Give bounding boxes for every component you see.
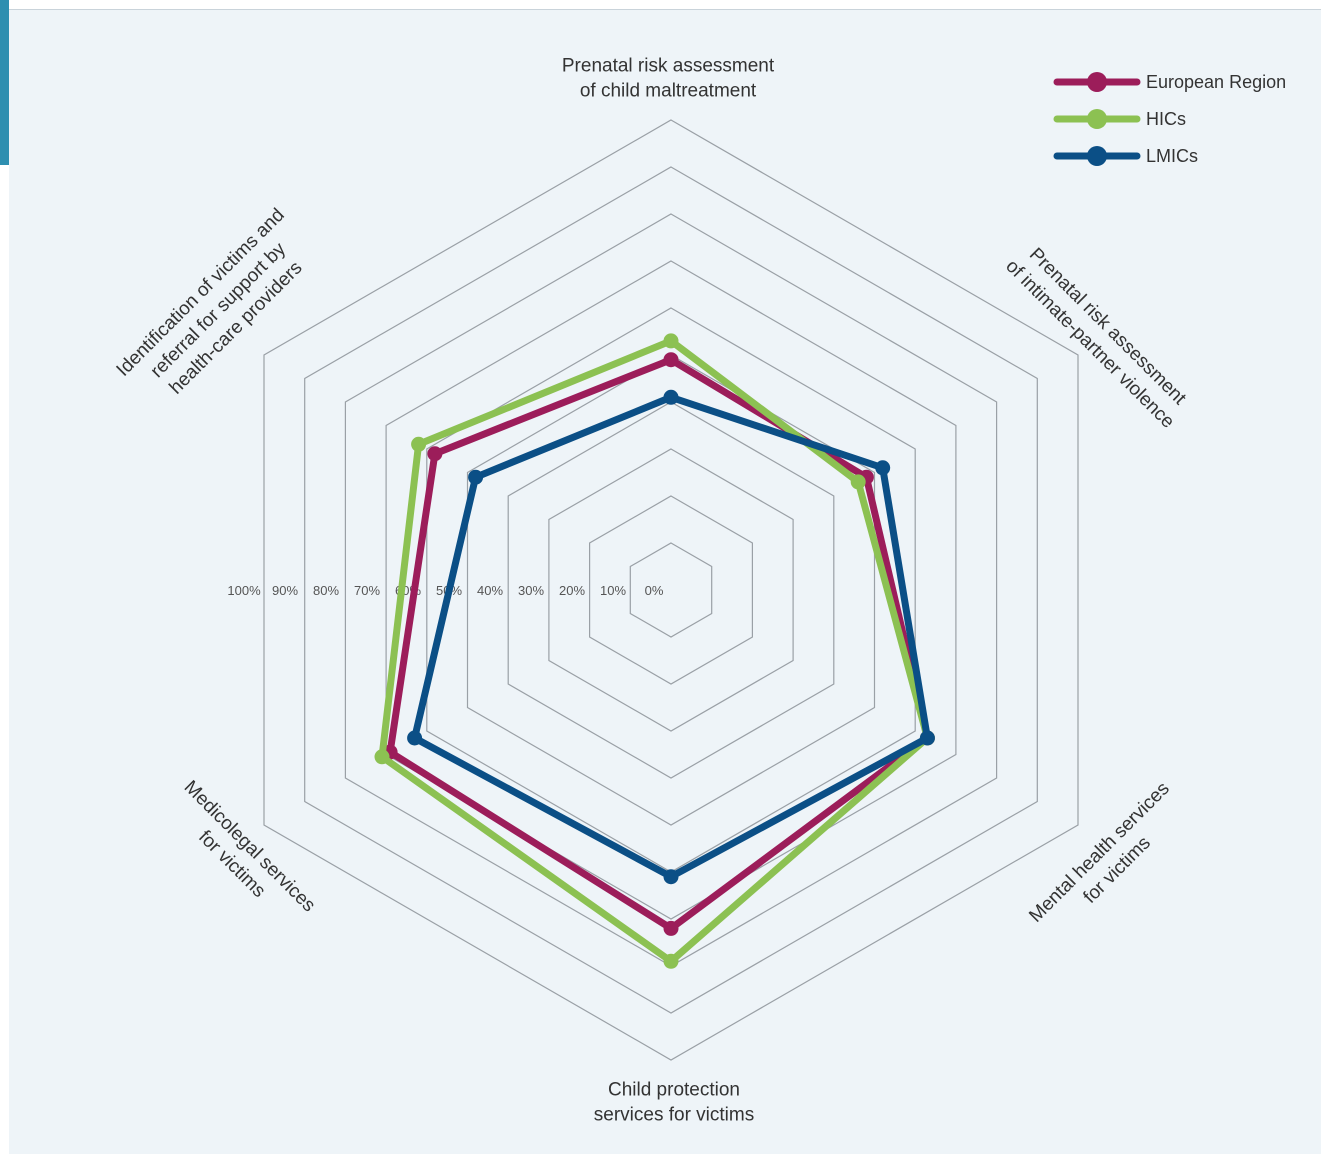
legend-item: HICs <box>1053 109 1186 129</box>
legend: European Region HICs LMICs <box>1053 72 1286 166</box>
legend-swatch-marker <box>1087 109 1107 129</box>
grid-ring-100 <box>263 119 1079 1061</box>
tick-label: 40% <box>477 583 503 598</box>
tick-label: 10% <box>600 583 626 598</box>
radar-series <box>374 333 935 969</box>
tick-label: 90% <box>272 583 298 598</box>
data-point <box>919 730 935 746</box>
axis-label-line: Child protection <box>608 1080 740 1101</box>
axis-label: Prenatal risk assessment of child maltrea… <box>562 56 775 102</box>
axis-label-line: Prenatal risk assessment <box>1025 244 1190 409</box>
axis-label-line: Mental health services <box>1025 778 1174 927</box>
grid-ring-10 <box>629 542 713 638</box>
legend-label: European Region <box>1146 72 1286 92</box>
legend-swatch-marker <box>1087 72 1107 92</box>
radar-grid <box>263 119 1079 1061</box>
tick-label: 70% <box>354 583 380 598</box>
series-european-region <box>382 352 935 936</box>
legend-swatch-marker <box>1087 146 1107 166</box>
data-point <box>850 474 866 490</box>
legend-label: LMICs <box>1146 146 1198 166</box>
legend-item: European Region <box>1053 72 1286 92</box>
data-point <box>663 333 679 349</box>
axis-label: Child protection services for victims <box>594 1080 754 1126</box>
data-point <box>663 953 679 969</box>
tick-label: 30% <box>518 583 544 598</box>
grid-ring-30 <box>548 448 794 732</box>
grid-ring-40 <box>507 401 835 779</box>
series-hics <box>374 333 935 969</box>
tick-label: 100% <box>227 583 261 598</box>
grid-ring-70 <box>385 260 957 920</box>
axis-label-line: of child maltreatment <box>580 81 757 102</box>
data-point <box>407 730 423 746</box>
grid-ring-20 <box>588 495 754 685</box>
data-point <box>374 749 390 765</box>
data-point <box>427 446 443 462</box>
data-point <box>663 389 679 405</box>
data-point <box>663 869 679 885</box>
grid-ring-50 <box>466 354 876 826</box>
tick-label: 0% <box>645 583 664 598</box>
data-point <box>468 469 484 485</box>
side-tab <box>0 0 9 165</box>
tick-label: 80% <box>313 583 339 598</box>
axis-label-line: of intimate-partner violence <box>1001 256 1178 433</box>
tick-label: 20% <box>559 583 585 598</box>
grid-ring-90 <box>304 166 1038 1014</box>
data-point <box>663 352 679 368</box>
axis-label-line: Prenatal risk assessment <box>562 56 775 77</box>
data-point <box>411 436 427 452</box>
data-point <box>663 920 679 936</box>
legend-label: HICs <box>1146 109 1186 129</box>
series-line <box>386 356 931 932</box>
series-lmics <box>407 389 935 885</box>
legend-item: LMICs <box>1053 146 1198 166</box>
top-rule <box>9 9 1321 10</box>
data-point <box>875 460 891 476</box>
axis-label-line: services for victims <box>594 1105 754 1126</box>
